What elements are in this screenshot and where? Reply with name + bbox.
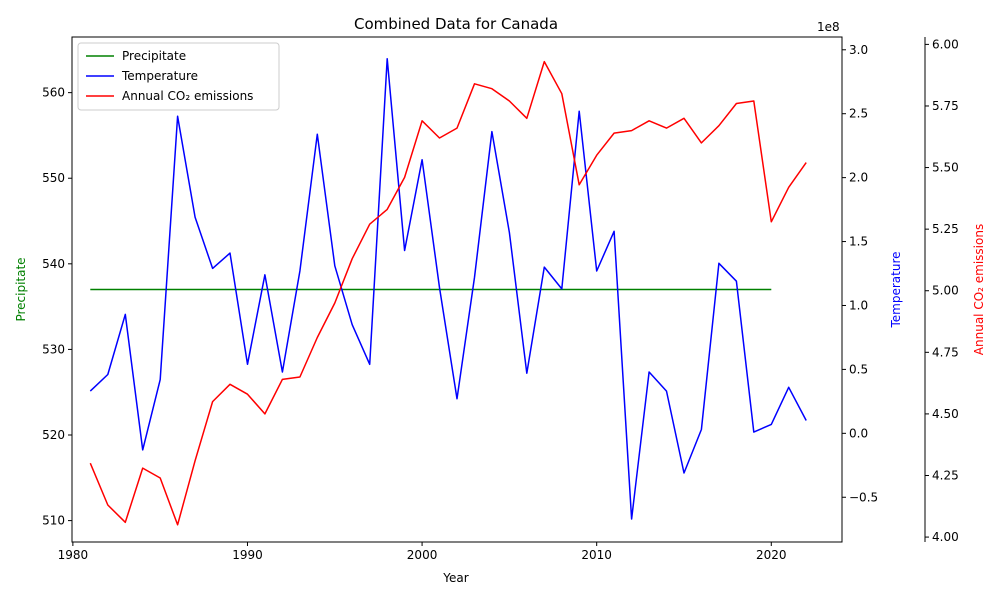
right-y-tick-label: 1.5 xyxy=(849,235,868,249)
series-line-2 xyxy=(89,60,807,526)
x-tick-label: 1990 xyxy=(232,548,263,562)
series-layer xyxy=(89,57,807,526)
right-y-tick-label: 1.0 xyxy=(849,298,868,312)
right-y-tick-label: −0.5 xyxy=(849,490,878,504)
right-y-tick-label: 0.5 xyxy=(849,362,868,376)
left-y-tick-label: 550 xyxy=(42,171,65,185)
legend-frame xyxy=(77,42,280,111)
series-line-1 xyxy=(89,57,807,520)
left-y-tick-label: 540 xyxy=(42,257,65,271)
right-y-tick-label: 2.5 xyxy=(849,107,868,121)
plot-frame xyxy=(71,36,843,543)
chart-title: Combined Data for Canada xyxy=(354,15,558,33)
left-y-tick-label: 520 xyxy=(42,428,65,442)
far-right-y-tick-label: 4.50 xyxy=(932,407,959,421)
x-axis-label: Year xyxy=(442,571,468,585)
x-tick-label: 2000 xyxy=(407,548,438,562)
right-y-tick-label: 0.0 xyxy=(849,426,868,440)
far-right-y-tick-label: 5.25 xyxy=(932,222,959,236)
left-y-tick-label: 530 xyxy=(42,342,65,356)
right-y-offset-text: 1e8 xyxy=(817,20,840,34)
left-y-axis-label: Precipitate xyxy=(14,257,28,321)
far-right-y-axis-label: Annual CO₂ emissions xyxy=(972,224,986,355)
left-y-tick-label: 560 xyxy=(42,86,65,100)
legend-label-0: Precipitate xyxy=(122,49,186,63)
x-tick-label: 1980 xyxy=(58,548,89,562)
far-right-y-tick-label: 6.00 xyxy=(932,37,959,51)
x-tick-label: 2010 xyxy=(581,548,612,562)
far-right-y-tick-label: 5.75 xyxy=(932,99,959,113)
right-y-tick-label: 3.0 xyxy=(849,43,868,57)
legend: Precipitate Temperature Annual CO₂ emissio… xyxy=(77,42,280,111)
axes-layer: 1980 1990 2000 2010 2020 510 520 530 540 550 560 Pr… xyxy=(14,20,986,562)
far-right-y-tick-label: 5.50 xyxy=(932,161,959,175)
right-y-axis-label: Temperature xyxy=(889,251,903,328)
legend-label-2: Annual CO₂ emissions xyxy=(122,89,253,103)
x-tick-label: 2020 xyxy=(756,548,787,562)
far-right-y-tick-label: 4.75 xyxy=(932,345,959,359)
far-right-y-tick-label: 4.00 xyxy=(932,530,959,544)
legend-label-1: Temperature xyxy=(121,69,198,83)
far-right-y-tick-label: 4.25 xyxy=(932,468,959,482)
left-y-tick-label: 510 xyxy=(42,514,65,528)
right-y-tick-label: 2.0 xyxy=(849,171,868,185)
far-right-y-tick-label: 5.00 xyxy=(932,284,959,298)
